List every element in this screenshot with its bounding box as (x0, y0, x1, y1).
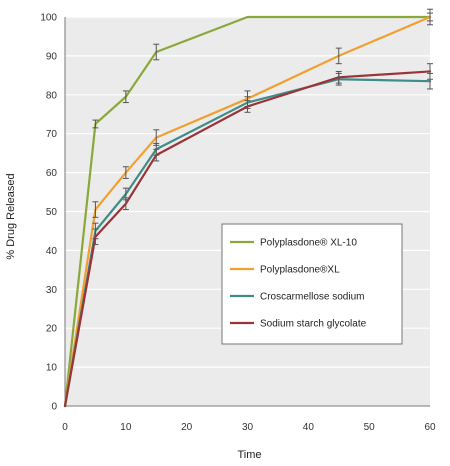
legend-item-3: Croscarmellose sodium (230, 292, 364, 303)
error-bar (153, 43, 160, 61)
error-bar (92, 119, 99, 129)
y-tick-label-10: 10 (46, 363, 58, 374)
x-tick-label-20: 20 (181, 422, 193, 433)
legend-item-4: Sodium starch glycolate (230, 319, 367, 330)
y-tick-label-80: 80 (46, 90, 58, 101)
x-tick-label-10: 10 (120, 422, 132, 433)
axes (64, 17, 430, 407)
error-bar (427, 63, 433, 80)
series-4 (63, 63, 433, 408)
x-tick-label-40: 40 (303, 422, 315, 433)
y-tick-label-0: 0 (51, 402, 57, 413)
error-bar (92, 201, 99, 218)
x-tick-label-30: 30 (242, 422, 254, 433)
legend-label-1: Polyplasdone® XL-10 (260, 238, 357, 249)
legend-label-2: Polyplasdone®XL (260, 265, 340, 276)
y-tick-label-20: 20 (46, 324, 58, 335)
error-bar (122, 197, 129, 211)
legend-label-4: Sodium starch glycolate (260, 319, 367, 330)
error-bar (92, 228, 99, 246)
x-tick-label-0: 0 (62, 422, 68, 433)
x-tick-label-60: 60 (424, 422, 436, 433)
y-tick-label-100: 100 (40, 13, 57, 24)
error-bar (122, 90, 129, 104)
error-bar (153, 148, 160, 162)
y-tick-label-30: 30 (46, 285, 58, 296)
y-tick-label-60: 60 (46, 168, 58, 179)
error-bar (244, 100, 251, 113)
y-tick-label-40: 40 (46, 246, 58, 257)
error-bar (122, 166, 129, 179)
series-1 (63, 12, 433, 408)
y-tick-label-70: 70 (46, 129, 58, 140)
error-bar (427, 8, 433, 26)
x-axis-title: Time (237, 449, 261, 461)
y-tick-label-90: 90 (46, 51, 58, 62)
error-bar (335, 47, 342, 65)
series-lines (63, 8, 433, 408)
y-tick-label-50: 50 (46, 207, 58, 218)
x-tick-label-50: 50 (364, 422, 376, 433)
legend-item-1: Polyplasdone® XL-10 (230, 238, 357, 249)
legend-label-3: Croscarmellose sodium (260, 292, 364, 303)
legend-item-2: Polyplasdone®XL (230, 265, 340, 276)
y-axis-title: % Drug Released (5, 173, 17, 259)
tick-labels: 0 10 20 30 40 50 60 70 80 90 100 0 10 20 30 40 50 60 (40, 13, 436, 434)
legend: Polyplasdone® XL-10 Polyplasdone®XL Crosca… (221, 223, 403, 345)
error-bar (335, 70, 342, 84)
